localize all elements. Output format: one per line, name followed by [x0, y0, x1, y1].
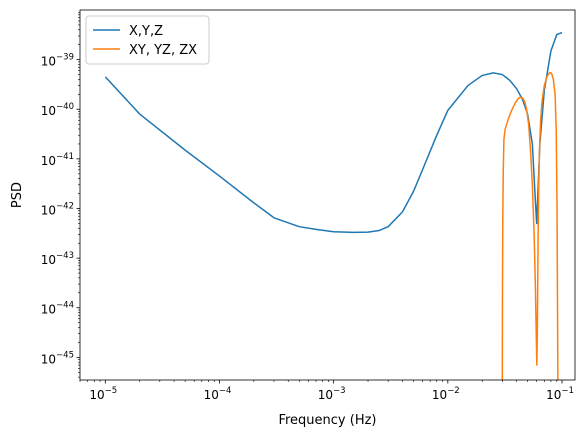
x-axis-label: Frequency (Hz) [278, 413, 376, 428]
series-line-2 [501, 71, 559, 380]
y-tick-label: 10−40 [41, 102, 74, 118]
y-tick-label: 10−39 [41, 53, 74, 69]
y-axis: 10−45 10−44 10−43 10−42 10−41 10−40 10−39 [41, 11, 80, 378]
legend-label: XY, YZ, ZX [129, 43, 197, 58]
x-tick-label: 10−1 [546, 386, 574, 402]
x-tick-label: 10−3 [318, 386, 346, 402]
legend-label: X,Y,Z [129, 24, 163, 39]
legend: X,Y,Z XY, YZ, ZX [85, 15, 210, 65]
y-axis-label: PSD [10, 182, 25, 208]
y-tick-label: 10−41 [41, 152, 74, 168]
legend-box [85, 15, 210, 65]
series-line-1 [104, 31, 563, 234]
series-layer [104, 31, 563, 380]
plot-area-frame [79, 9, 576, 381]
y-tick-label: 10−43 [41, 251, 74, 267]
y-tick-label: 10−44 [41, 301, 74, 317]
y-tick-label: 10−42 [41, 201, 74, 217]
x-axis: 10−5 10−4 10−3 10−2 10−1 [79, 380, 574, 402]
x-tick-label: 10−2 [432, 386, 460, 402]
x-tick-label: 10−4 [204, 386, 232, 402]
y-tick-label: 10−45 [41, 350, 74, 366]
x-tick-label: 10−5 [89, 386, 117, 402]
